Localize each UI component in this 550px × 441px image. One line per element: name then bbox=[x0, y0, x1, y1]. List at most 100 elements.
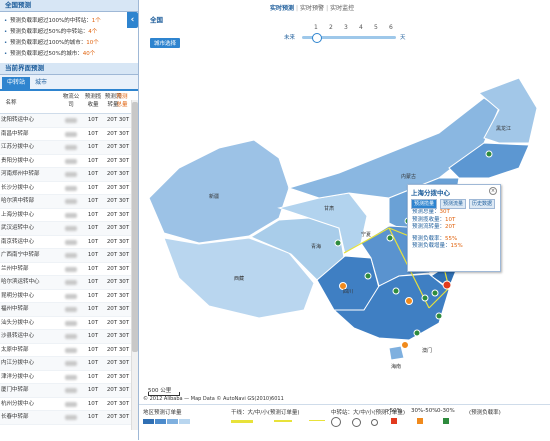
table-row[interactable]: 长春中转部 10T 20T 30T bbox=[0, 411, 138, 425]
table-row[interactable]: 杭州分拨中心 10T 20T 30T bbox=[0, 398, 138, 411]
collapse-panel-button[interactable]: ‹ bbox=[127, 12, 138, 28]
popup-tab-history[interactable]: 历史数据 bbox=[469, 199, 496, 209]
station-name: 河南郑州中转部 bbox=[1, 171, 40, 177]
station-name: 厦门中转部 bbox=[1, 387, 29, 393]
table-row[interactable]: 沈阳转运中心 10T 20T 30T bbox=[0, 114, 138, 128]
nav-realtime-monitor[interactable]: 实时监控 bbox=[330, 5, 355, 12]
slider-handle[interactable] bbox=[312, 33, 322, 43]
col-total[interactable]: 预测总量 bbox=[116, 94, 128, 108]
slider-right-label: 天 bbox=[400, 35, 406, 41]
summary-item: 预测负载率超过50%的城市：40个 bbox=[4, 49, 134, 60]
legend-load-label: (预测负载率) bbox=[469, 410, 501, 416]
table-row[interactable]: 广西南宁中转部 10T 20T 30T bbox=[0, 249, 138, 263]
city-select-button[interactable]: 城市选择 bbox=[150, 38, 181, 48]
company-redacted bbox=[65, 253, 77, 258]
table-row[interactable]: 贵阳分拨中心 10T 20T 30T bbox=[0, 155, 138, 168]
tab-stations[interactable]: 中转站 bbox=[2, 77, 31, 89]
station-name: 南昌中转部 bbox=[1, 130, 29, 137]
slider-tick[interactable]: 4 bbox=[359, 24, 363, 31]
table-row[interactable]: 福州中转部 10T 20T 30T bbox=[0, 303, 138, 317]
load-color-swatch bbox=[443, 418, 449, 424]
station-name: 江苏分拨中心 bbox=[1, 144, 35, 150]
map-scale: 500 公里 bbox=[148, 386, 180, 396]
station-name: 上海分拨中心 bbox=[1, 211, 35, 218]
pickup-value: 10T bbox=[87, 265, 99, 272]
table-row[interactable]: 河南郑州中转部 10T 20T 30T bbox=[0, 168, 138, 182]
slider-tick[interactable]: 6 bbox=[389, 24, 393, 31]
table-row[interactable]: 南京转运中心 10T 20T 30T bbox=[0, 236, 138, 249]
nav-realtime-forecast[interactable]: 实时预测 bbox=[270, 5, 295, 12]
province-label: 西藏 bbox=[234, 275, 244, 282]
company-redacted bbox=[65, 334, 77, 339]
company-redacted bbox=[65, 172, 77, 177]
pickup-value: 10T bbox=[87, 306, 99, 312]
station-marker bbox=[386, 234, 394, 242]
table-row[interactable]: 上海分拨中心 10T 20T 30T bbox=[0, 209, 138, 222]
table-scrollbar[interactable] bbox=[131, 100, 138, 430]
total-value: 30T bbox=[118, 414, 130, 420]
transfer-value: 20T bbox=[106, 252, 118, 258]
table-row[interactable]: 江苏分拨中心 10T 20T 30T bbox=[0, 141, 138, 155]
company-redacted bbox=[65, 199, 77, 204]
pickup-value: 10T bbox=[87, 130, 99, 137]
table-row[interactable]: 武汉运转中心 10T 20T 30T bbox=[0, 222, 138, 236]
total-value: 30T bbox=[118, 184, 130, 191]
nav-realtime-warning[interactable]: 实时预警 bbox=[300, 5, 325, 12]
province-hainan bbox=[388, 345, 405, 361]
transfer-value: 20T bbox=[106, 265, 118, 272]
company-redacted bbox=[65, 374, 77, 380]
transfer-value: 20T bbox=[106, 238, 118, 245]
table-row[interactable]: 昆明分拨中心 10T 20T 30T bbox=[0, 290, 138, 303]
slider-track[interactable] bbox=[302, 36, 396, 39]
transfer-value: 20T bbox=[106, 117, 118, 123]
table-row[interactable]: 厦门中转部 10T 20T 30T bbox=[0, 384, 138, 398]
national-forecast-header: 全国预测 bbox=[0, 0, 138, 12]
total-value: 30T bbox=[118, 279, 130, 285]
col-pickup[interactable]: 预测揽收量 bbox=[84, 94, 102, 108]
table-row[interactable]: 内江分拨中心 10T 20T 30T bbox=[0, 357, 138, 371]
table-row[interactable]: 沙县转运中心 10T 20T 30T bbox=[0, 330, 138, 344]
transfer-value: 20T bbox=[106, 157, 118, 164]
slider-tick[interactable]: 3 bbox=[344, 24, 348, 31]
table-row[interactable]: 津洋分拨中心 10T 20T 30T bbox=[0, 371, 138, 384]
legend-station-label: 中转站：大/中/小(预测订单量) bbox=[331, 410, 405, 416]
day-slider[interactable]: 1 2 3 4 5 6 未来 天 bbox=[284, 24, 410, 46]
scale-label: 500 公里 bbox=[148, 388, 172, 394]
table-row[interactable]: 哈尔滨运转中心 10T 20T 30T bbox=[0, 276, 138, 290]
load-color-swatch bbox=[417, 418, 423, 424]
scrollbar-thumb[interactable] bbox=[132, 102, 138, 352]
pickup-value: 10T bbox=[87, 144, 99, 150]
company-redacted bbox=[65, 212, 77, 218]
table-row[interactable]: 太原中转部 10T 20T 30T bbox=[0, 344, 138, 357]
col-name[interactable]: 名称 bbox=[5, 100, 17, 106]
table-row[interactable]: 南昌中转部 10T 20T 30T bbox=[0, 128, 138, 141]
slider-tick[interactable]: 5 bbox=[374, 24, 378, 31]
table-row[interactable]: 汕头分拨中心 10T 20T 30T bbox=[0, 317, 138, 330]
close-icon[interactable]: × bbox=[489, 187, 497, 195]
slider-tick[interactable]: 1 bbox=[314, 24, 318, 31]
station-size-medium-icon bbox=[352, 418, 361, 427]
tab-cities[interactable]: 城市 bbox=[35, 79, 48, 86]
slider-tick[interactable]: 2 bbox=[329, 24, 333, 31]
load-range-label: 0-30% bbox=[437, 408, 455, 414]
col-company[interactable]: 物流公司 bbox=[62, 94, 80, 108]
pickup-value: 10T bbox=[87, 117, 99, 123]
province-label: 甘肃 bbox=[324, 205, 334, 212]
station-name: 广西南宁中转部 bbox=[1, 252, 40, 258]
popup-line: 预测负载率：55% bbox=[412, 235, 458, 242]
popup-tab-transfer[interactable]: 预测流量 bbox=[440, 199, 467, 209]
map-legend: 地区预测订单量 干线：大/中/小(预测订单量) 中转站：大/中/小(预测订单量)… bbox=[139, 404, 550, 441]
station-name: 沙县转运中心 bbox=[1, 333, 35, 339]
total-value: 30T bbox=[118, 130, 130, 137]
popup-tab-pickup[interactable]: 预测揽量 bbox=[411, 199, 438, 209]
summary-item: 预测负载率超过100%的中转站：1个 bbox=[4, 16, 134, 27]
transfer-value: 20T bbox=[106, 225, 118, 231]
table-row[interactable]: 兰州中转部 10T 20T 30T bbox=[0, 263, 138, 276]
table-row[interactable]: 哈尔滨中转部 10T 20T 30T bbox=[0, 195, 138, 209]
station-name: 汕头分拨中心 bbox=[1, 319, 35, 326]
col-transfer[interactable]: 预测流转量 bbox=[104, 94, 122, 108]
pickup-value: 10T bbox=[87, 211, 99, 218]
company-redacted bbox=[65, 145, 77, 150]
station-marker bbox=[401, 341, 409, 349]
table-row[interactable]: 长沙分拨中心 10T 20T 30T bbox=[0, 182, 138, 195]
